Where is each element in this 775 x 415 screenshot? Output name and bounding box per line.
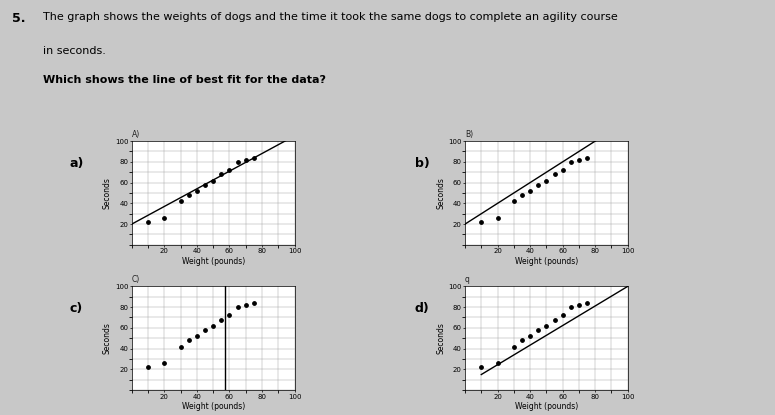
Point (174, 198, 187, 205)
Point (142, 364, 154, 371)
Text: A): A) (132, 130, 140, 139)
Point (248, 154, 260, 161)
Point (158, 215, 170, 221)
Point (191, 333, 203, 339)
Point (207, 322, 219, 329)
Point (174, 343, 187, 350)
Point (191, 188, 203, 194)
Text: d): d) (415, 302, 429, 315)
Point (183, 192, 195, 198)
Text: c): c) (70, 302, 83, 315)
Point (231, 304, 243, 310)
Point (142, 219, 154, 225)
Text: q: q (465, 275, 470, 284)
Point (207, 177, 219, 184)
Point (508, 343, 520, 350)
Point (581, 154, 594, 161)
Point (223, 312, 236, 319)
Point (223, 167, 236, 173)
Point (475, 364, 487, 371)
Point (158, 360, 170, 366)
Text: 5.: 5. (12, 12, 25, 25)
Text: B): B) (465, 130, 473, 139)
Point (564, 159, 577, 165)
Point (540, 322, 553, 329)
Point (516, 337, 529, 344)
Point (248, 300, 260, 306)
Point (239, 156, 252, 163)
Point (198, 181, 211, 188)
Point (524, 188, 536, 194)
Point (231, 159, 243, 165)
Point (524, 333, 536, 339)
Y-axis label: Seconds: Seconds (436, 322, 446, 354)
Point (239, 302, 252, 308)
Point (556, 312, 569, 319)
Point (573, 302, 585, 308)
Point (532, 181, 544, 188)
Point (540, 177, 553, 184)
Point (549, 316, 561, 323)
Point (215, 171, 228, 178)
Text: Which shows the line of best fit for the data?: Which shows the line of best fit for the… (43, 75, 326, 85)
Point (532, 327, 544, 333)
Point (556, 167, 569, 173)
Point (516, 192, 529, 198)
Point (549, 171, 561, 178)
Point (491, 360, 504, 366)
X-axis label: Weight (pounds): Weight (pounds) (181, 257, 245, 266)
X-axis label: Weight (pounds): Weight (pounds) (515, 257, 578, 266)
X-axis label: Weight (pounds): Weight (pounds) (515, 403, 578, 411)
Point (198, 327, 211, 333)
Point (475, 219, 487, 225)
Point (215, 316, 228, 323)
Text: b): b) (415, 156, 429, 170)
Y-axis label: Seconds: Seconds (103, 177, 112, 209)
Point (183, 337, 195, 344)
Text: C): C) (132, 275, 140, 284)
Y-axis label: Seconds: Seconds (103, 322, 112, 354)
Text: in seconds.: in seconds. (43, 46, 105, 56)
Point (564, 304, 577, 310)
Text: The graph shows the weights of dogs and the time it took the same dogs to comple: The graph shows the weights of dogs and … (43, 12, 618, 22)
Point (508, 198, 520, 205)
X-axis label: Weight (pounds): Weight (pounds) (181, 403, 245, 411)
Point (581, 300, 594, 306)
Point (573, 156, 585, 163)
Text: a): a) (70, 156, 84, 170)
Y-axis label: Seconds: Seconds (436, 177, 446, 209)
Point (491, 215, 504, 221)
